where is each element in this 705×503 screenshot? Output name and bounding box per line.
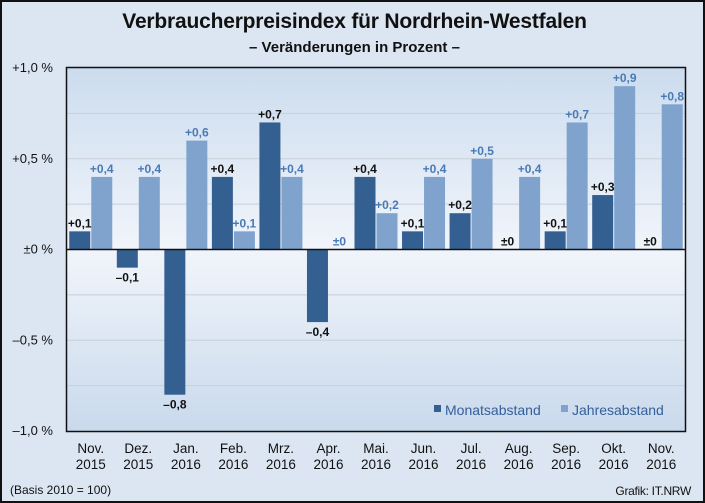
bar-monatsabstand bbox=[354, 176, 376, 250]
y-tick-labels: +1,0 % +0,5 % ±0 % –0,5 % –1,0 % bbox=[12, 60, 53, 438]
data-label: +0,4 bbox=[423, 162, 447, 176]
chart-title: Verbraucherpreisindex für Nordrhein-West… bbox=[122, 10, 587, 33]
data-label: +0,1 bbox=[401, 216, 425, 230]
data-label: ±0 bbox=[333, 235, 347, 249]
bar-monatsabstand bbox=[259, 122, 281, 250]
x-tick-year: 2016 bbox=[409, 457, 439, 472]
data-label: +0,7 bbox=[565, 107, 589, 121]
bar-jahresabstand bbox=[233, 231, 255, 250]
axes bbox=[65, 66, 687, 433]
data-label: +0,4 bbox=[280, 162, 304, 176]
chart-subtitle: – Veränderungen in Prozent – bbox=[249, 39, 460, 56]
x-tick-year: 2016 bbox=[313, 457, 343, 472]
x-tick-month: Jan. bbox=[173, 441, 199, 456]
x-tick-month: Dez. bbox=[124, 441, 152, 456]
data-label: ±0 bbox=[501, 235, 515, 249]
data-label: +0,4 bbox=[90, 162, 114, 176]
x-tick-month: Nov. bbox=[648, 441, 675, 456]
data-label: +0,2 bbox=[448, 198, 472, 212]
x-tick-month: Mai. bbox=[363, 441, 389, 456]
x-tick-year: 2016 bbox=[171, 457, 201, 472]
x-tick-year: 2016 bbox=[266, 457, 296, 472]
x-tick-labels: Nov.2015Dez.2015Jan.2016Feb.2016Mrz.2016… bbox=[76, 441, 677, 472]
data-label: +0,4 bbox=[353, 162, 377, 176]
x-tick-month: Okt. bbox=[601, 441, 626, 456]
bar-jahresabstand bbox=[281, 176, 303, 250]
data-label: +0,9 bbox=[613, 71, 637, 85]
x-tick-year: 2016 bbox=[599, 457, 629, 472]
bar-jahresabstand bbox=[519, 176, 541, 250]
x-tick-year: 2016 bbox=[456, 457, 486, 472]
bar-jahresabstand bbox=[376, 213, 398, 250]
y-tick-label: +0,5 % bbox=[12, 151, 53, 166]
bar-monatsabstand bbox=[306, 249, 328, 323]
data-label: +0,1 bbox=[68, 216, 92, 230]
x-tick-month: Apr. bbox=[316, 441, 340, 456]
data-label: –0,8 bbox=[163, 398, 187, 412]
x-tick-month: Jul. bbox=[461, 441, 482, 456]
data-label: +0,7 bbox=[258, 107, 282, 121]
x-tick-year: 2015 bbox=[123, 457, 153, 472]
plot-border bbox=[65, 66, 687, 433]
bar-jahresabstand bbox=[661, 104, 683, 250]
bar-jahresabstand bbox=[186, 140, 208, 250]
legend-label-jahresabstand: Jahresabstand bbox=[572, 402, 664, 418]
data-label: +0,4 bbox=[211, 162, 235, 176]
bar-monatsabstand bbox=[449, 213, 471, 250]
bar-jahresabstand bbox=[566, 122, 588, 250]
x-tick-month: Aug. bbox=[505, 441, 533, 456]
data-labels: +0,1–0,1–0,8+0,4+0,7–0,4+0,4+0,1+0,2±0+0… bbox=[68, 71, 684, 412]
bar-jahresabstand bbox=[471, 158, 493, 250]
data-label: +0,4 bbox=[137, 162, 161, 176]
bar-monatsabstand bbox=[544, 231, 566, 250]
bar-monatsabstand bbox=[116, 249, 138, 268]
data-label: +0,6 bbox=[185, 126, 209, 140]
bar-monatsabstand bbox=[211, 176, 233, 250]
y-tick-label: +1,0 % bbox=[12, 60, 53, 75]
y-tick-label: ±0 % bbox=[23, 242, 53, 257]
data-label: –0,4 bbox=[306, 325, 330, 339]
x-tick-year: 2016 bbox=[218, 457, 248, 472]
legend-swatch-monatsabstand bbox=[434, 405, 441, 412]
legend: Monatsabstand Jahresabstand bbox=[434, 402, 664, 418]
bar-jahresabstand bbox=[614, 86, 636, 250]
legend-label-monatsabstand: Monatsabstand bbox=[445, 402, 541, 418]
x-tick-month: Feb. bbox=[220, 441, 247, 456]
x-tick-month: Nov. bbox=[77, 441, 104, 456]
x-tick-month: Mrz. bbox=[268, 441, 294, 456]
bar-monatsabstand bbox=[164, 249, 186, 395]
bar-monatsabstand bbox=[402, 231, 424, 250]
x-tick-month: Sep. bbox=[552, 441, 580, 456]
bar-jahresabstand bbox=[91, 176, 113, 250]
bar-jahresabstand bbox=[138, 176, 160, 250]
x-tick-year: 2015 bbox=[76, 457, 106, 472]
data-label: +0,8 bbox=[660, 89, 684, 103]
x-tick-year: 2016 bbox=[504, 457, 534, 472]
data-label: +0,2 bbox=[375, 198, 399, 212]
source-credit: Grafik: IT.NRW bbox=[615, 484, 691, 498]
y-tick-label: –0,5 % bbox=[13, 332, 54, 347]
x-tick-year: 2016 bbox=[551, 457, 581, 472]
bar-monatsabstand bbox=[592, 195, 614, 250]
bar-jahresabstand bbox=[424, 176, 446, 250]
bars bbox=[69, 86, 683, 395]
x-tick-year: 2016 bbox=[361, 457, 391, 472]
data-label: +0,3 bbox=[591, 180, 615, 194]
data-label: +0,5 bbox=[470, 144, 494, 158]
data-label: +0,1 bbox=[233, 216, 257, 230]
bar-monatsabstand bbox=[69, 231, 91, 250]
data-label: –0,1 bbox=[116, 271, 140, 285]
basis-note: (Basis 2010 = 100) bbox=[10, 483, 112, 497]
legend-swatch-jahresabstand bbox=[561, 405, 568, 412]
data-label: ±0 bbox=[644, 235, 658, 249]
x-tick-month: Jun. bbox=[411, 441, 437, 456]
x-tick-year: 2016 bbox=[646, 457, 676, 472]
data-label: +0,4 bbox=[518, 162, 542, 176]
y-tick-label: –1,0 % bbox=[13, 423, 54, 438]
data-label: +0,1 bbox=[543, 216, 567, 230]
